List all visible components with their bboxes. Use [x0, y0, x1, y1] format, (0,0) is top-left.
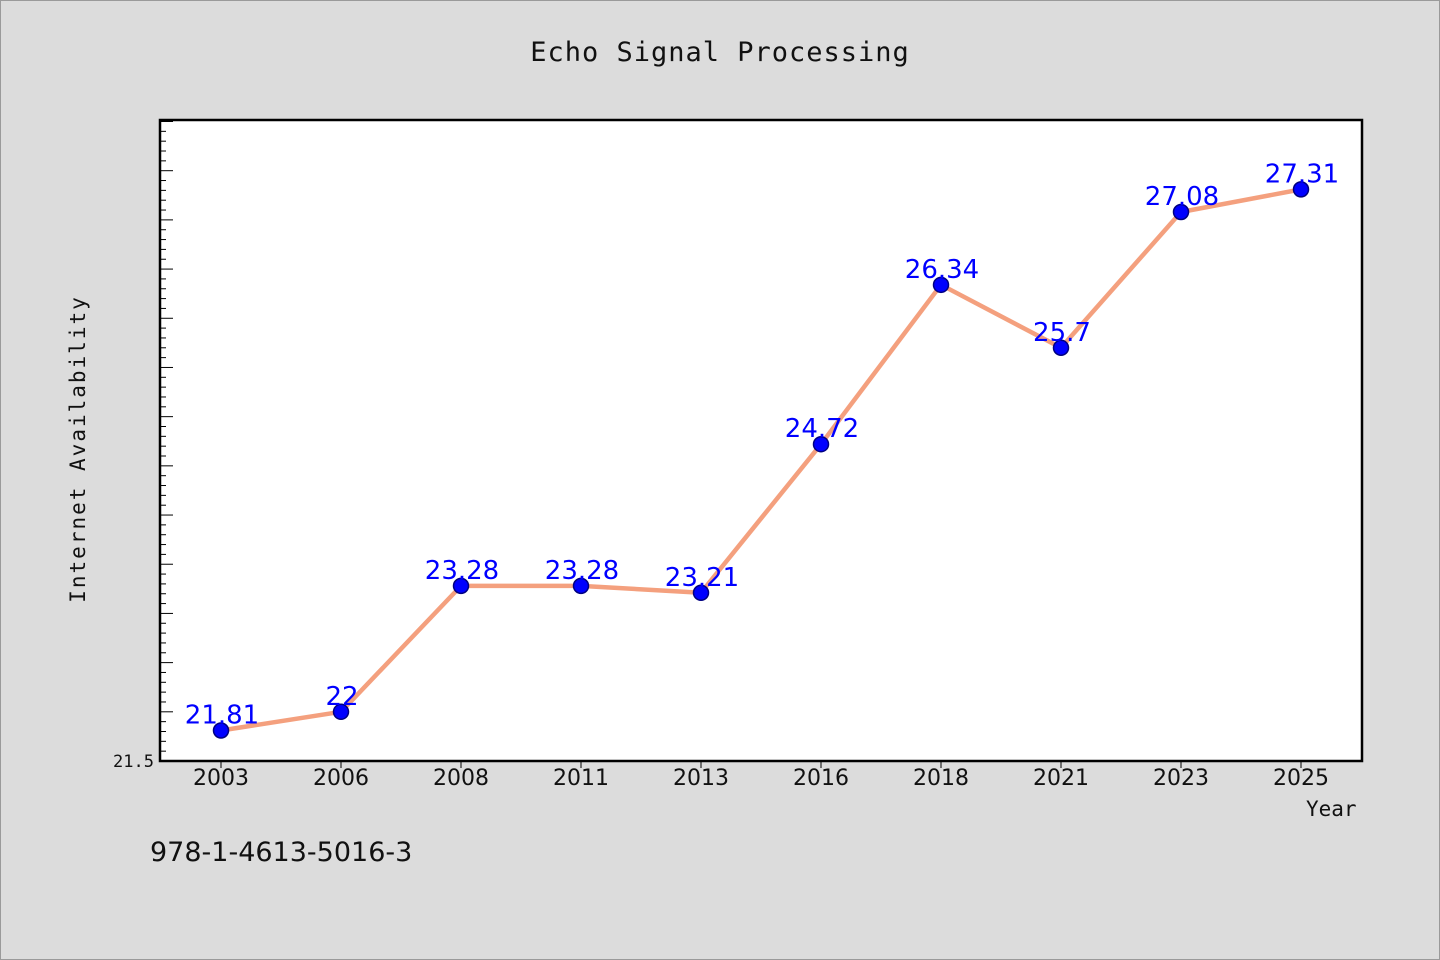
data-label: 27.31: [1265, 159, 1339, 189]
data-label: 23.21: [665, 563, 739, 593]
data-point: [212, 722, 230, 739]
y-tick-label: 21.5: [113, 752, 154, 772]
data-label-layer: 21.81 22 23.28 23.28 23.21 24.72 26.34 25.7 27.0…: [185, 159, 1339, 730]
data-label: 23.28: [545, 556, 619, 586]
x-tick-label: 2025: [1273, 766, 1329, 791]
data-point: [692, 584, 710, 602]
data-point: [932, 276, 950, 294]
data-point: [452, 577, 470, 595]
data-label: 26.34: [905, 255, 979, 285]
data-point: [812, 435, 830, 453]
x-axis-ticks: 2003 2006 2008 2011 2013 2016 2018 2021 2023 2025: [193, 761, 1329, 791]
isbn-text: 978-1-4613-5016-3: [150, 837, 413, 868]
data-label: 24.72: [785, 414, 859, 444]
x-axis-label: Year: [1306, 797, 1357, 821]
plot-area: [158, 118, 1364, 763]
x-tick-label: 2013: [673, 766, 729, 791]
data-point: [332, 703, 350, 721]
data-point: [572, 577, 590, 595]
series-line: [218, 187, 1304, 733]
x-tick-label: 2016: [793, 766, 849, 791]
data-label: 27.08: [1145, 182, 1219, 212]
data-point: [1292, 181, 1310, 198]
data-point: [1172, 203, 1190, 221]
y-axis-ticks: 21.5: [113, 121, 173, 772]
data-label: 22: [325, 682, 358, 712]
x-tick-label: 2023: [1153, 766, 1209, 791]
x-tick-label: 2006: [313, 766, 369, 791]
data-label: 21.81: [185, 701, 259, 731]
x-tick-label: 2011: [553, 766, 609, 791]
x-tick-label: 2003: [193, 766, 249, 791]
chart-title: Echo Signal Processing: [530, 37, 910, 68]
x-tick-label: 2021: [1033, 766, 1089, 791]
data-label: 25.7: [1033, 318, 1091, 348]
data-label: 23.28: [425, 556, 499, 586]
x-tick-label: 2018: [913, 766, 969, 791]
x-tick-label: 2008: [433, 766, 489, 791]
series-layer: [212, 181, 1310, 739]
data-point: [1052, 339, 1070, 357]
